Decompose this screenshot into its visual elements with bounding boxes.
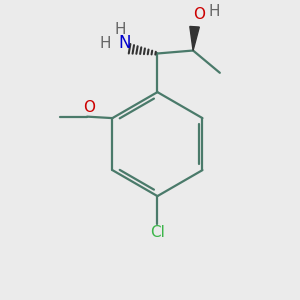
Text: H: H: [115, 22, 126, 37]
Text: Cl: Cl: [150, 225, 165, 240]
Polygon shape: [190, 26, 199, 50]
Text: O: O: [193, 8, 205, 22]
Text: H: H: [208, 4, 220, 19]
Text: N: N: [118, 34, 131, 52]
Text: O: O: [82, 100, 94, 115]
Text: H: H: [100, 36, 111, 51]
